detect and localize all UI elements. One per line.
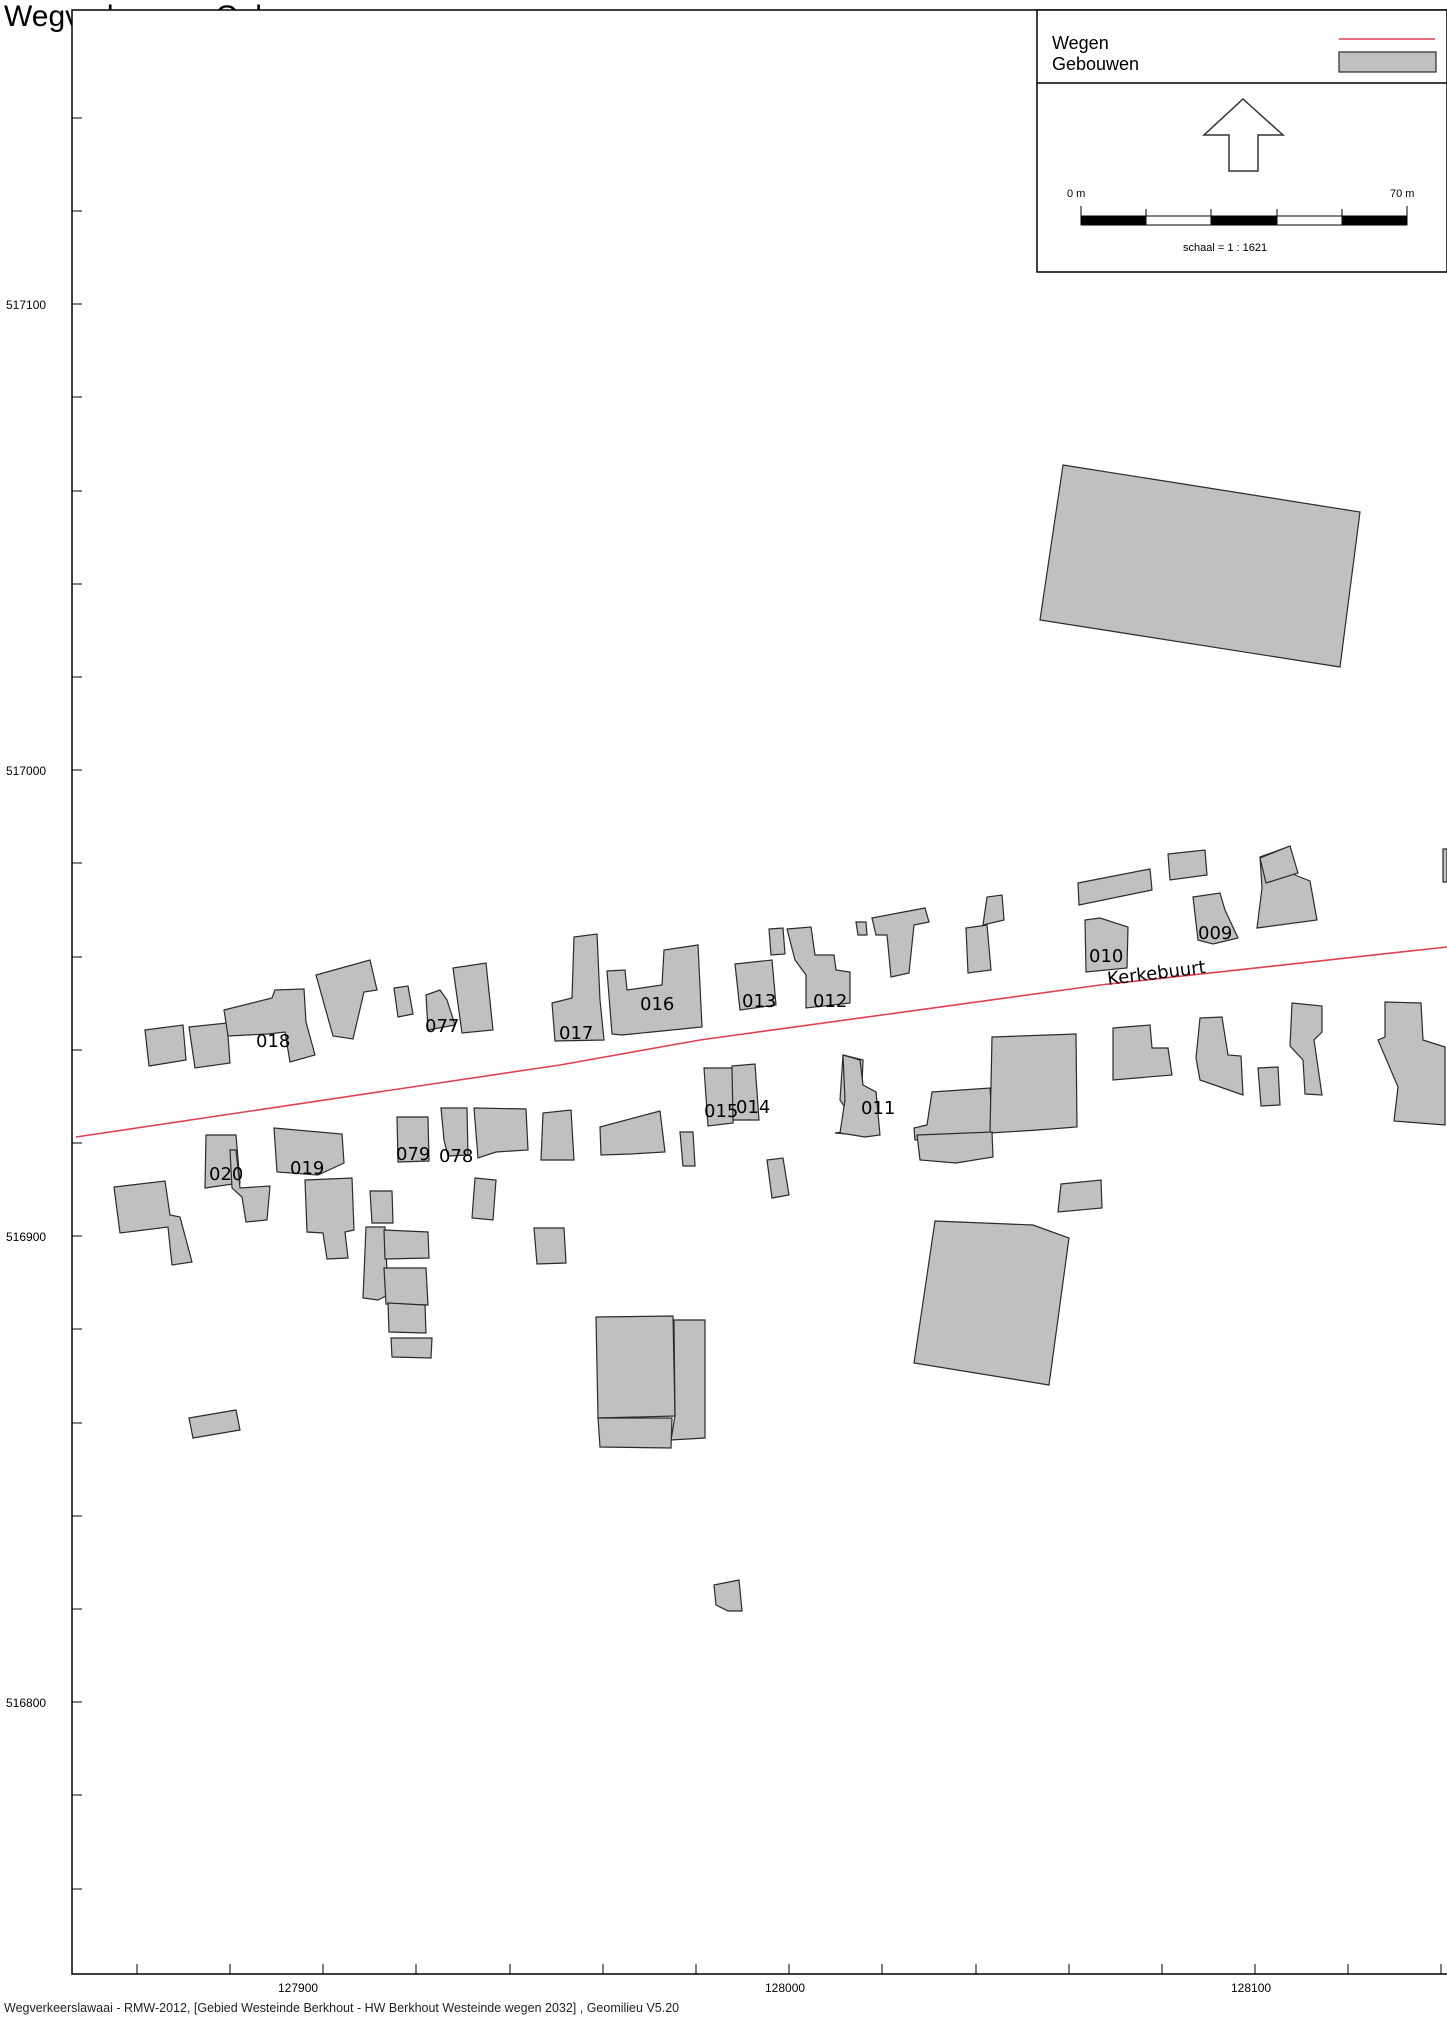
building	[734, 959, 777, 1011]
x-tick-label-128000: 128000	[765, 1981, 805, 1995]
building	[1077, 868, 1153, 906]
legend-roads-label: Wegen	[1052, 33, 1109, 53]
building	[597, 1417, 673, 1449]
building	[670, 1319, 706, 1441]
building-label: 079	[396, 1144, 430, 1165]
building	[1112, 1024, 1173, 1081]
y-tick-label-516800: 516800	[6, 1696, 46, 1710]
legend-buildings-label: Gebouwen	[1052, 54, 1139, 74]
building	[440, 1107, 469, 1157]
building	[387, 1302, 427, 1334]
footer-text: Wegverkeerslawaai - RMW-2012, [Gebied We…	[4, 2001, 679, 2015]
building	[540, 1109, 575, 1161]
road-kerkebuurt	[75, 946, 1447, 1138]
building	[229, 1149, 271, 1223]
building	[989, 1033, 1078, 1134]
building	[916, 1131, 994, 1164]
building	[551, 933, 605, 1042]
building	[839, 1054, 881, 1138]
building-label: 014	[736, 1097, 770, 1118]
building	[1192, 892, 1239, 945]
buildings-layer	[113, 464, 1447, 1612]
building	[144, 1024, 187, 1067]
building	[1084, 917, 1129, 973]
building	[471, 1177, 497, 1221]
building	[731, 1063, 760, 1121]
legend: Wegen Gebouwen 0 m 70 m schaal = 1 : 162…	[1036, 9, 1447, 273]
building	[965, 924, 992, 974]
building	[113, 1180, 193, 1266]
building	[1377, 1001, 1446, 1126]
building-label: 019	[290, 1158, 324, 1179]
building	[1442, 848, 1447, 883]
building	[273, 1127, 345, 1176]
building-label: 015	[704, 1101, 738, 1122]
building	[383, 1267, 429, 1306]
building	[595, 1315, 676, 1419]
y-axis-ticks	[72, 117, 82, 1890]
building-label: 009	[1198, 923, 1232, 944]
y-tick-label-517000: 517000	[6, 764, 46, 778]
building	[369, 1190, 394, 1224]
building	[1167, 849, 1208, 881]
building-label: 018	[256, 1031, 290, 1052]
building-label: 012	[813, 991, 847, 1012]
building	[871, 907, 930, 978]
building	[855, 921, 868, 936]
building	[533, 1227, 567, 1265]
building	[786, 926, 851, 1009]
building	[679, 1131, 696, 1167]
north-arrow-icon	[1202, 97, 1285, 172]
building	[425, 989, 456, 1031]
building-label: 077	[425, 1016, 459, 1037]
building	[1259, 845, 1299, 884]
building	[1039, 464, 1361, 668]
building	[452, 962, 494, 1034]
x-tick-label-127900: 127900	[278, 1981, 318, 1995]
building	[362, 1226, 389, 1301]
building	[1057, 1179, 1103, 1213]
building-label: 078	[439, 1146, 473, 1167]
building	[982, 894, 1005, 926]
building-label: 010	[1089, 946, 1123, 967]
building-label: 011	[861, 1098, 895, 1119]
building	[1195, 1016, 1244, 1096]
x-tick-label-128100: 128100	[1231, 1981, 1271, 1995]
building	[1257, 1066, 1281, 1107]
y-tick-label-517100: 517100	[6, 298, 46, 312]
building	[188, 1409, 241, 1439]
building	[396, 1116, 430, 1163]
y-tick-label-516900: 516900	[6, 1230, 46, 1244]
scale-end-label: 70 m	[1390, 188, 1414, 200]
building	[315, 959, 378, 1040]
building	[913, 1087, 994, 1141]
building	[606, 944, 703, 1036]
building	[223, 988, 316, 1063]
building	[766, 1157, 790, 1199]
building	[188, 1022, 231, 1069]
building-label: 013	[742, 991, 776, 1012]
building-label: 020	[209, 1164, 243, 1185]
building	[393, 985, 414, 1018]
building	[768, 927, 786, 956]
x-axis-ticks	[136, 1964, 1442, 1974]
building	[913, 1220, 1070, 1386]
building	[1289, 1002, 1323, 1096]
building	[390, 1337, 433, 1359]
building	[383, 1229, 430, 1260]
legend-building-swatch	[1338, 51, 1437, 73]
scale-start-label: 0 m	[1067, 188, 1085, 200]
building-label: 016	[640, 994, 674, 1015]
scale-bar	[1080, 206, 1408, 226]
building	[473, 1107, 529, 1159]
building	[599, 1110, 666, 1156]
building	[713, 1579, 743, 1612]
building-label: 017	[559, 1023, 593, 1044]
building	[304, 1177, 355, 1260]
scale-text: schaal = 1 : 1621	[1183, 242, 1267, 254]
